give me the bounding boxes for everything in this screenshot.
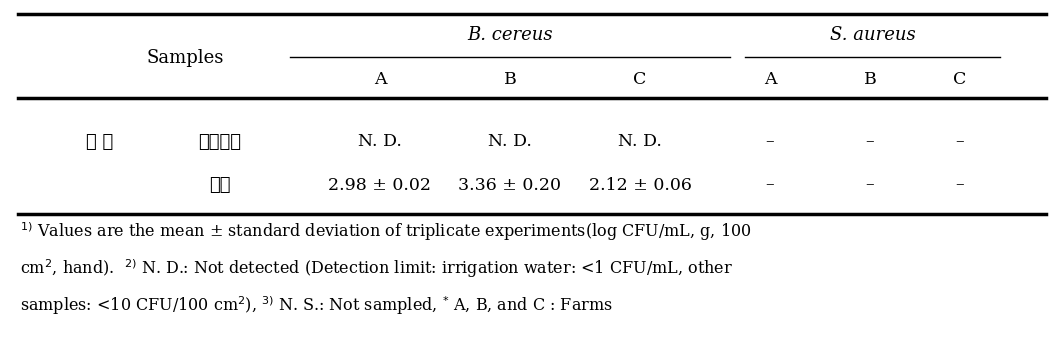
- Text: –: –: [766, 134, 775, 150]
- Text: samples: <10 CFU/100 cm$^{2}$), $^{3)}$ N. S.: Not sampled, $^{*}$ A, B, and C :: samples: <10 CFU/100 cm$^{2}$), $^{3)}$ …: [20, 295, 613, 317]
- Text: –: –: [766, 177, 775, 194]
- Text: –: –: [955, 134, 964, 150]
- Text: C: C: [953, 71, 967, 89]
- Text: N. D.: N. D.: [618, 134, 662, 150]
- Text: cm$^{2}$, hand).  $^{2)}$ N. D.: Not detected (Detection limit: irrigation water: cm$^{2}$, hand). $^{2)}$ N. D.: Not dete…: [20, 258, 733, 280]
- Text: 상토: 상토: [210, 176, 231, 194]
- Text: B: B: [864, 71, 877, 89]
- Text: A: A: [373, 71, 386, 89]
- Text: N. D.: N. D.: [488, 134, 532, 150]
- Text: –: –: [866, 177, 875, 194]
- Text: B: B: [503, 71, 516, 89]
- Text: $^{1)}$ Values are the mean ± standard deviation of triplicate experiments(log C: $^{1)}$ Values are the mean ± standard d…: [20, 221, 751, 243]
- Text: A: A: [764, 71, 777, 89]
- Text: 2.98 ± 0.02: 2.98 ± 0.02: [329, 177, 432, 194]
- Text: –: –: [955, 177, 964, 194]
- Text: 3.36 ± 0.20: 3.36 ± 0.20: [459, 177, 562, 194]
- Text: –: –: [866, 134, 875, 150]
- Text: N. D.: N. D.: [359, 134, 402, 150]
- Text: S. aureus: S. aureus: [830, 26, 915, 44]
- Text: B. cereus: B. cereus: [467, 26, 553, 44]
- Text: 관개용수: 관개용수: [199, 133, 242, 151]
- Text: 재 배: 재 배: [86, 133, 114, 151]
- Text: Samples: Samples: [147, 49, 223, 67]
- Text: C: C: [633, 71, 647, 89]
- Text: 2.12 ± 0.06: 2.12 ± 0.06: [588, 177, 692, 194]
